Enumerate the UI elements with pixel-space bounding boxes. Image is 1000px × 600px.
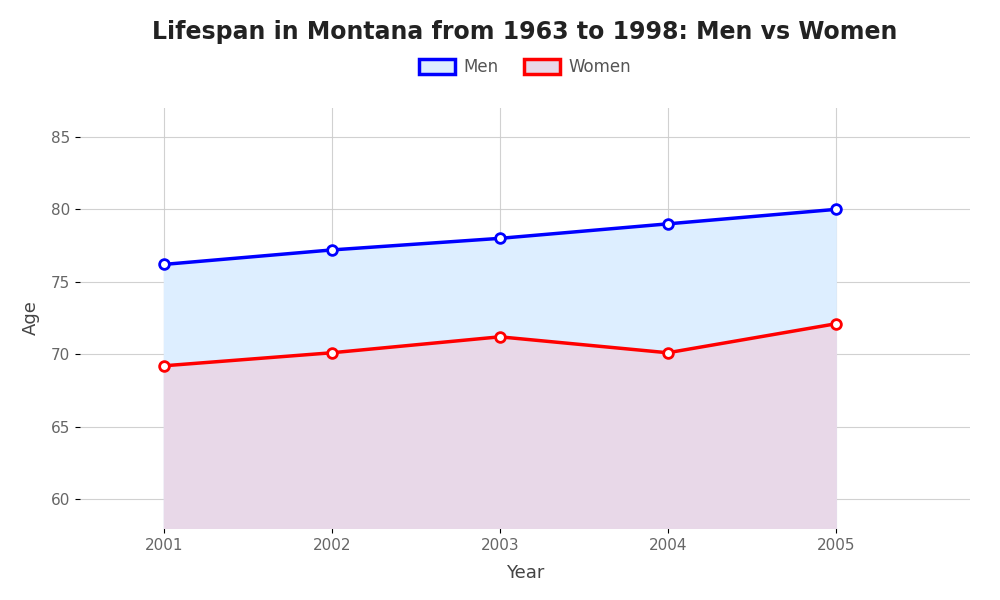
Legend: Men, Women: Men, Women [412,51,638,83]
X-axis label: Year: Year [506,564,544,582]
Y-axis label: Age: Age [22,301,40,335]
Title: Lifespan in Montana from 1963 to 1998: Men vs Women: Lifespan in Montana from 1963 to 1998: M… [152,20,898,44]
